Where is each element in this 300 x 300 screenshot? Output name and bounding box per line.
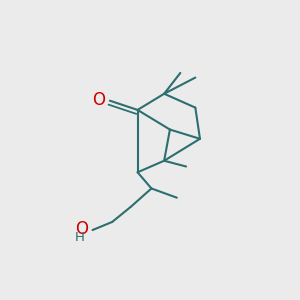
- Text: O: O: [75, 220, 88, 238]
- Text: O: O: [92, 91, 105, 109]
- Text: H: H: [75, 231, 85, 244]
